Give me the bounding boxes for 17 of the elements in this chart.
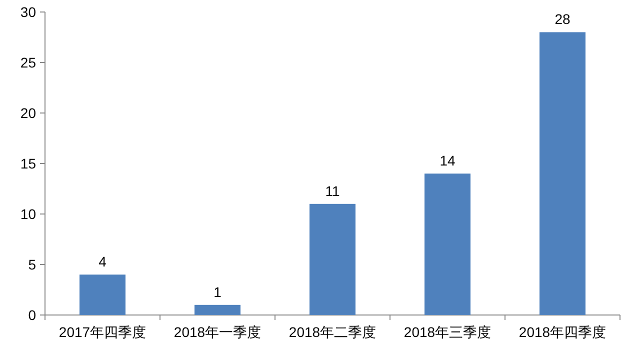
ytick: 25 [20,54,36,70]
ytick: 5 [28,256,36,272]
ytick: 15 [20,156,36,172]
data-label: 28 [554,11,570,28]
ytick: 30 [20,4,36,20]
xtick: 2017年四季度 [58,324,146,340]
xtick: 2018年一季度 [174,324,262,340]
xtick: 2018年三季度 [404,324,492,340]
ytick: 10 [20,206,36,222]
data-label: 1 [214,284,222,300]
data-label: 11 [325,182,340,199]
data-label: 14 [440,152,456,169]
xtick: 2018年四季度 [518,324,606,340]
data-label: 4 [98,254,106,270]
ytick: 0 [28,307,36,323]
ytick: 20 [20,105,36,121]
xtick: 2018年二季度 [288,324,376,340]
